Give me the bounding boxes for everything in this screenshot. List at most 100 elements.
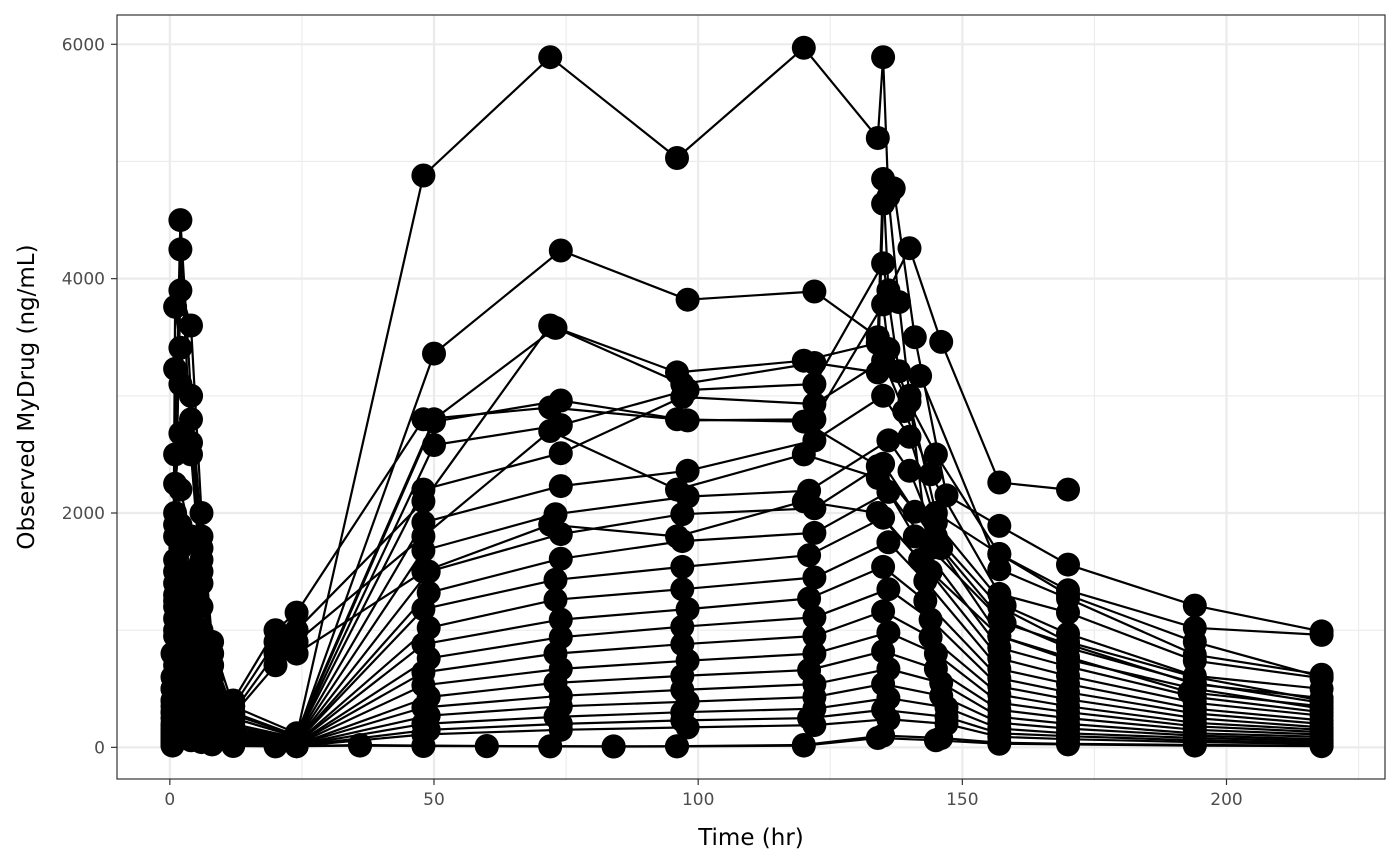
data-point <box>263 653 288 678</box>
data-point <box>411 734 436 758</box>
data-point <box>665 734 689 759</box>
data-point <box>871 383 896 408</box>
data-point <box>675 715 700 740</box>
data-point <box>670 577 695 602</box>
data-point <box>1182 593 1207 618</box>
data-point <box>892 399 917 424</box>
data-point <box>987 731 1012 756</box>
data-point <box>791 489 816 514</box>
data-point <box>168 421 193 446</box>
data-point <box>160 700 185 725</box>
data-point <box>802 372 827 397</box>
data-point <box>284 734 309 759</box>
data-point <box>548 238 573 263</box>
data-point <box>168 237 193 262</box>
data-point <box>675 287 700 312</box>
data-point <box>411 489 436 514</box>
data-point <box>865 465 890 490</box>
data-point <box>670 385 695 409</box>
data-point <box>422 341 446 366</box>
series-line-1 <box>171 46 932 737</box>
data-point <box>802 624 827 648</box>
data-point <box>876 620 901 645</box>
data-point <box>929 329 954 354</box>
data-point <box>918 607 943 632</box>
data-point <box>1056 732 1080 757</box>
data-point <box>200 732 225 757</box>
data-point <box>670 502 695 527</box>
data-point <box>538 419 563 443</box>
data-point <box>538 45 563 70</box>
data-point <box>548 546 573 571</box>
data-point <box>897 458 922 483</box>
data-point <box>913 588 938 613</box>
data-point <box>411 163 436 188</box>
data-point <box>1309 665 1334 690</box>
data-point <box>1182 629 1207 654</box>
data-point <box>168 594 193 619</box>
data-point <box>865 126 890 150</box>
data-point <box>670 614 695 639</box>
x-tick-label: 200 <box>1210 790 1242 810</box>
data-point <box>179 442 203 467</box>
data-point <box>1056 477 1080 502</box>
data-point <box>168 571 193 596</box>
data-point <box>665 524 689 549</box>
data-point <box>263 734 288 759</box>
y-tick-label: 0 <box>94 738 105 758</box>
data-point <box>348 733 372 758</box>
data-point <box>548 607 573 632</box>
data-point <box>1309 734 1334 759</box>
data-point <box>987 606 1012 631</box>
data-point <box>221 702 246 727</box>
y-axis-title: Observed MyDrug (ng/mL) <box>14 244 40 549</box>
data-point <box>1309 696 1334 721</box>
data-point <box>881 176 906 201</box>
y-tick-label: 6000 <box>62 35 105 55</box>
data-point <box>871 599 896 624</box>
data-point <box>802 279 827 304</box>
data-point <box>422 433 446 457</box>
data-point <box>865 331 890 356</box>
x-tick-label: 0 <box>164 790 175 810</box>
data-point <box>802 605 827 630</box>
series-points <box>160 35 1334 759</box>
data-point <box>871 292 896 317</box>
data-point <box>791 35 816 60</box>
data-point <box>538 313 563 338</box>
y-tick-label: 2000 <box>62 504 105 524</box>
data-point <box>897 236 922 261</box>
data-point <box>871 45 896 70</box>
data-point <box>189 501 214 525</box>
data-point <box>665 146 689 170</box>
data-point <box>168 335 193 360</box>
data-point <box>1182 676 1207 701</box>
data-point <box>411 524 436 549</box>
data-point <box>189 665 214 690</box>
x-axis-title: Time (hr) <box>697 825 804 851</box>
data-point <box>791 733 816 758</box>
data-point <box>802 520 827 545</box>
data-point <box>1056 647 1080 672</box>
data-point <box>902 325 927 350</box>
data-point <box>179 313 203 338</box>
data-point <box>163 294 188 319</box>
data-point <box>802 713 827 738</box>
data-point <box>908 363 933 388</box>
data-point <box>918 536 943 561</box>
data-point <box>665 477 689 502</box>
data-point <box>284 600 309 625</box>
data-point <box>665 407 689 432</box>
x-tick-label: 150 <box>946 790 978 810</box>
y-tick-label: 4000 <box>62 270 105 290</box>
data-point <box>871 251 896 276</box>
data-point <box>987 470 1012 495</box>
data-point <box>474 734 499 759</box>
x-tick-label: 50 <box>423 790 445 810</box>
data-point <box>1056 552 1080 577</box>
data-point <box>797 586 822 611</box>
data-point <box>802 565 827 590</box>
data-point <box>918 559 943 584</box>
data-point <box>1182 733 1207 758</box>
